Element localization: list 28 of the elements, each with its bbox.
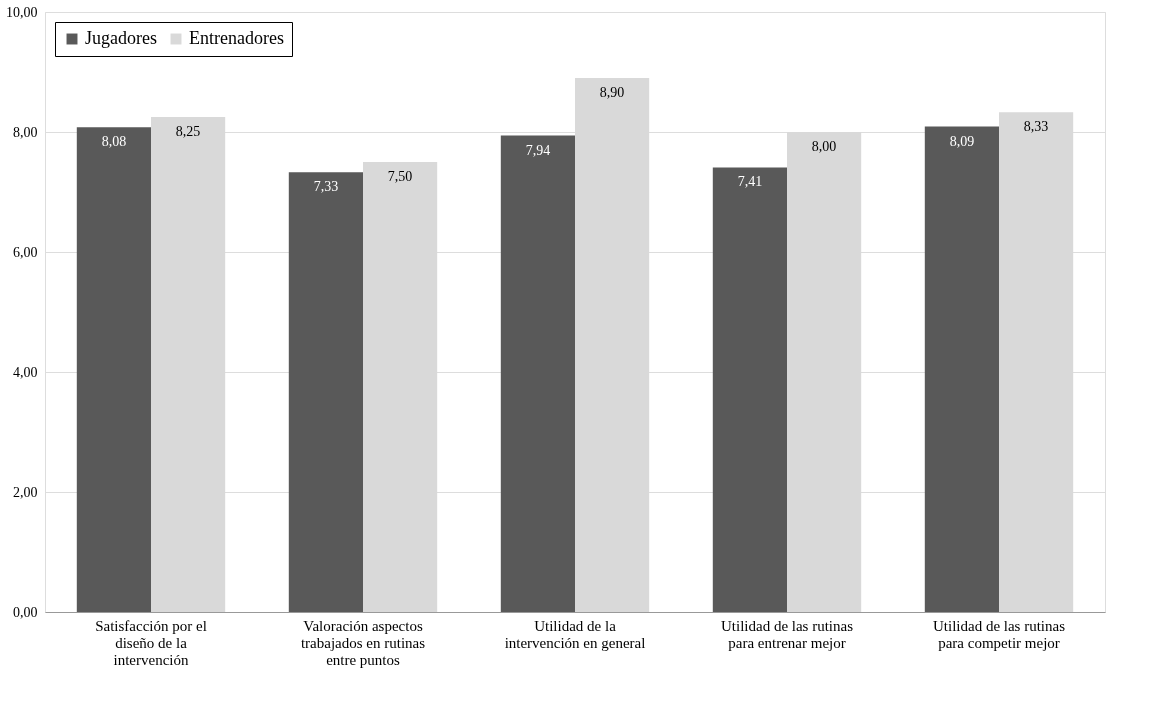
y-tick-label: 2,00 bbox=[13, 484, 38, 500]
data-label: 8,25 bbox=[175, 124, 201, 139]
x-tick-label: Utilidad de las rutinas para competir mejor bbox=[932, 617, 1066, 651]
data-label: 8,09 bbox=[949, 133, 975, 149]
bar bbox=[500, 135, 575, 612]
y-tick-label: 0,00 bbox=[13, 604, 38, 620]
data-label: 7,50 bbox=[387, 169, 413, 184]
data-label: 8,08 bbox=[101, 134, 127, 150]
x-tick-label: Valoración aspectos trabajados en rutinas entre puntos bbox=[300, 617, 426, 668]
x-tick-label: Utilidad de la intervención en general bbox=[504, 617, 646, 651]
y-tick-label: 4,00 bbox=[13, 364, 38, 380]
y-tick-label: 8,00 bbox=[13, 124, 38, 140]
data-label: 7,33 bbox=[313, 179, 339, 195]
bar bbox=[76, 127, 151, 612]
y-tick-label: 10,00 bbox=[6, 4, 38, 20]
legend-label: Jugadores bbox=[85, 28, 157, 48]
bar bbox=[924, 126, 999, 612]
bar bbox=[712, 167, 787, 612]
data-label: 8,00 bbox=[811, 139, 837, 154]
bar bbox=[288, 172, 363, 612]
legend-label: Entrenadores bbox=[189, 28, 284, 48]
data-label: 7,94 bbox=[525, 142, 551, 158]
x-tick-label: Utilidad de las rutinas para entrenar mejor bbox=[720, 617, 854, 651]
y-tick-label: 6,00 bbox=[13, 244, 38, 260]
data-label: 8,90 bbox=[599, 85, 625, 100]
data-label: 8,33 bbox=[1023, 119, 1049, 135]
data-label: 7,41 bbox=[737, 174, 763, 190]
x-tick-label: Satisfacción por el diseño de la intervención bbox=[95, 617, 207, 668]
